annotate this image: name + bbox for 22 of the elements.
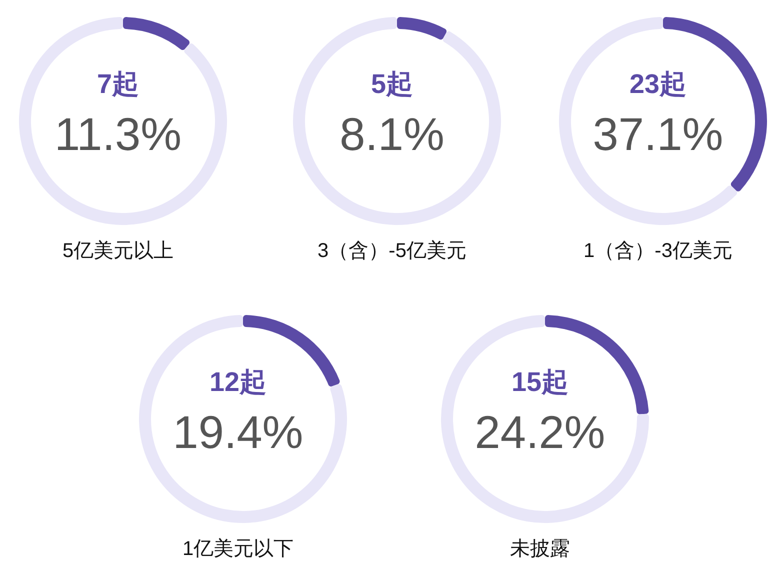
text: 19.4% (172, 405, 304, 460)
donut-slice (441, 315, 649, 523)
text: 7起 (96, 68, 140, 100)
donut-slice (123, 17, 190, 50)
donut-slice (559, 17, 738, 225)
donut-slice (293, 17, 501, 225)
donut-slice (397, 17, 447, 40)
text: 23起 (628, 68, 688, 100)
text: 11.3% (53, 107, 183, 162)
text: 3（含）-5亿美元 (316, 239, 468, 264)
text: 5起 (370, 68, 414, 100)
text: 8.1% (338, 107, 446, 162)
text: 12起 (208, 366, 268, 398)
donut-slice (139, 315, 347, 523)
text: 1（含）-3亿美元 (582, 239, 734, 264)
donut-slice (19, 17, 227, 225)
text: 1亿美元以下 (181, 537, 295, 562)
text: 5亿美元以上 (61, 239, 175, 264)
text: 15起 (510, 366, 570, 398)
text: 24.2% (474, 405, 606, 460)
text: 未披露 (509, 537, 571, 562)
text: 37.1% (592, 107, 724, 162)
